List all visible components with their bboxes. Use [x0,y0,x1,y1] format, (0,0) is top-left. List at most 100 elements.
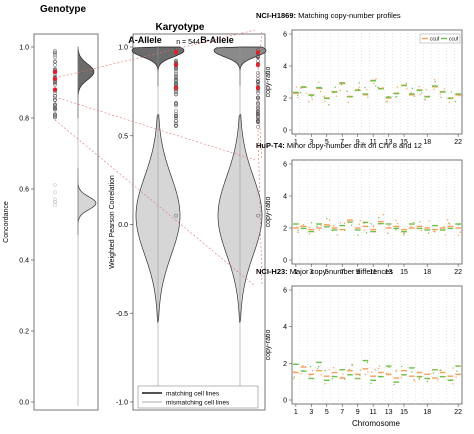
cn-dot [426,227,427,228]
cn-dot [428,232,429,233]
cn-dot [293,378,294,379]
cn-dot [418,228,419,229]
cn-dot [378,217,379,218]
cn-dot [383,214,384,215]
cn-dot [359,82,360,83]
cn-dot [388,225,389,226]
cn-dot [406,88,407,89]
cn-dot [382,87,383,88]
cn-xlabel: Chromosome [352,419,401,428]
cn-dot [402,85,403,86]
cn-dot [351,364,352,365]
cn-panel-frame [292,286,462,404]
cn-panel-2: HuP-T4: Minor copy-number drift on Chr 8… [256,141,462,276]
cn-dot [375,78,376,79]
cn-dot [449,102,450,103]
genotype-y-tick-label: 1.0 [19,45,29,52]
cn-dot [309,375,310,376]
cn-x-tick-label: 22 [454,139,462,146]
cn-dot [444,377,445,378]
cn-dot [343,82,344,83]
cn-dot [309,227,310,228]
cn-dot [434,79,435,80]
cn-panel-title-bold: NCI-H1869: [256,11,298,20]
cn-dot [358,378,359,379]
cn-legend-label: ccuf [430,37,440,43]
cn-dot [309,233,310,234]
cn-panel-title-rest: Minor copy-number drift on Chr 8 and 12 [287,141,422,150]
cn-x-tick-label: 11 [369,409,376,416]
cn-y-tick-label: 6 [283,162,287,169]
cn-dot [332,375,333,376]
genotype-y-ticks: 0.00.20.40.60.81.0 [19,45,34,407]
cn-dot [318,82,319,83]
karyotype-y-tick-label: 1.0 [118,45,128,52]
cn-dot [294,376,295,377]
cn-y-tick-label: 4 [283,64,287,71]
cn-dot [395,371,396,372]
cn-dot [329,219,330,220]
cn-dot [460,231,461,232]
cn-dot [346,91,347,92]
cn-dot [419,378,420,379]
cn-dot [450,379,451,380]
cn-dot [340,222,341,223]
cn-dot [329,369,330,370]
cn-ylabel: copy-ratio [265,197,272,228]
cn-y-tick-label: 0 [283,398,287,405]
cn-dot [443,226,444,227]
cn-dot [326,218,327,219]
cn-dot [329,225,330,226]
cn-dot [421,230,422,231]
cn-dot [311,96,312,97]
cn-dot [375,85,376,86]
cn-dot [342,373,343,374]
cn-dot [364,223,365,224]
cn-dot [331,230,332,231]
cn-x-tick-label: 15 [400,409,408,416]
genotype-y-tick-label: 0.4 [19,258,29,265]
cn-panel-3: NCI-H23: Major copy-number differences co… [256,267,462,416]
cn-x-tick-label: 22 [454,409,462,416]
cn-dot [435,369,436,370]
cn-dot [387,96,388,97]
cn-dot [404,232,405,233]
cn-dot [459,365,460,366]
cn-ylabel: copy-ratio [265,67,272,98]
cn-panel-title-rest: Matching copy-number profiles [298,11,401,20]
cn-x-tick-label: 18 [423,269,431,276]
cn-dot [370,383,371,384]
cn-dot [373,83,374,84]
cn-dot [293,371,294,372]
cn-dot [366,89,367,90]
cn-dot [302,370,303,371]
cn-dot [419,221,420,222]
cn-dot [413,379,414,380]
cn-dot [367,371,368,372]
cn-dot [445,234,446,235]
cn-dot [437,379,438,380]
cn-dot [439,93,440,94]
cn-dot [428,220,429,221]
cn-dot [321,88,322,89]
cn-dot [348,96,349,97]
cn-panel-1: NCI-H1869: Matching copy-number profiles… [256,11,462,146]
cn-dot [412,88,413,89]
cn-dot [371,371,372,372]
cn-dot [379,224,380,225]
cn-y-tick-label: 0 [283,128,287,135]
cn-dot [406,83,407,84]
cn-x-tick-label: 3 [309,409,313,416]
cn-dot [452,383,453,384]
cn-dot [367,362,368,363]
cn-dot [395,229,396,230]
cn-dot [418,86,419,87]
cn-dot [336,95,337,96]
cn-dot [389,227,390,228]
cn-dot [297,95,298,96]
cn-x-tick-label: 1 [294,409,298,416]
karyotype-highlight-point-b [256,86,260,90]
cn-dot [319,229,320,230]
cn-ylabel: copy-ratio [265,330,272,361]
